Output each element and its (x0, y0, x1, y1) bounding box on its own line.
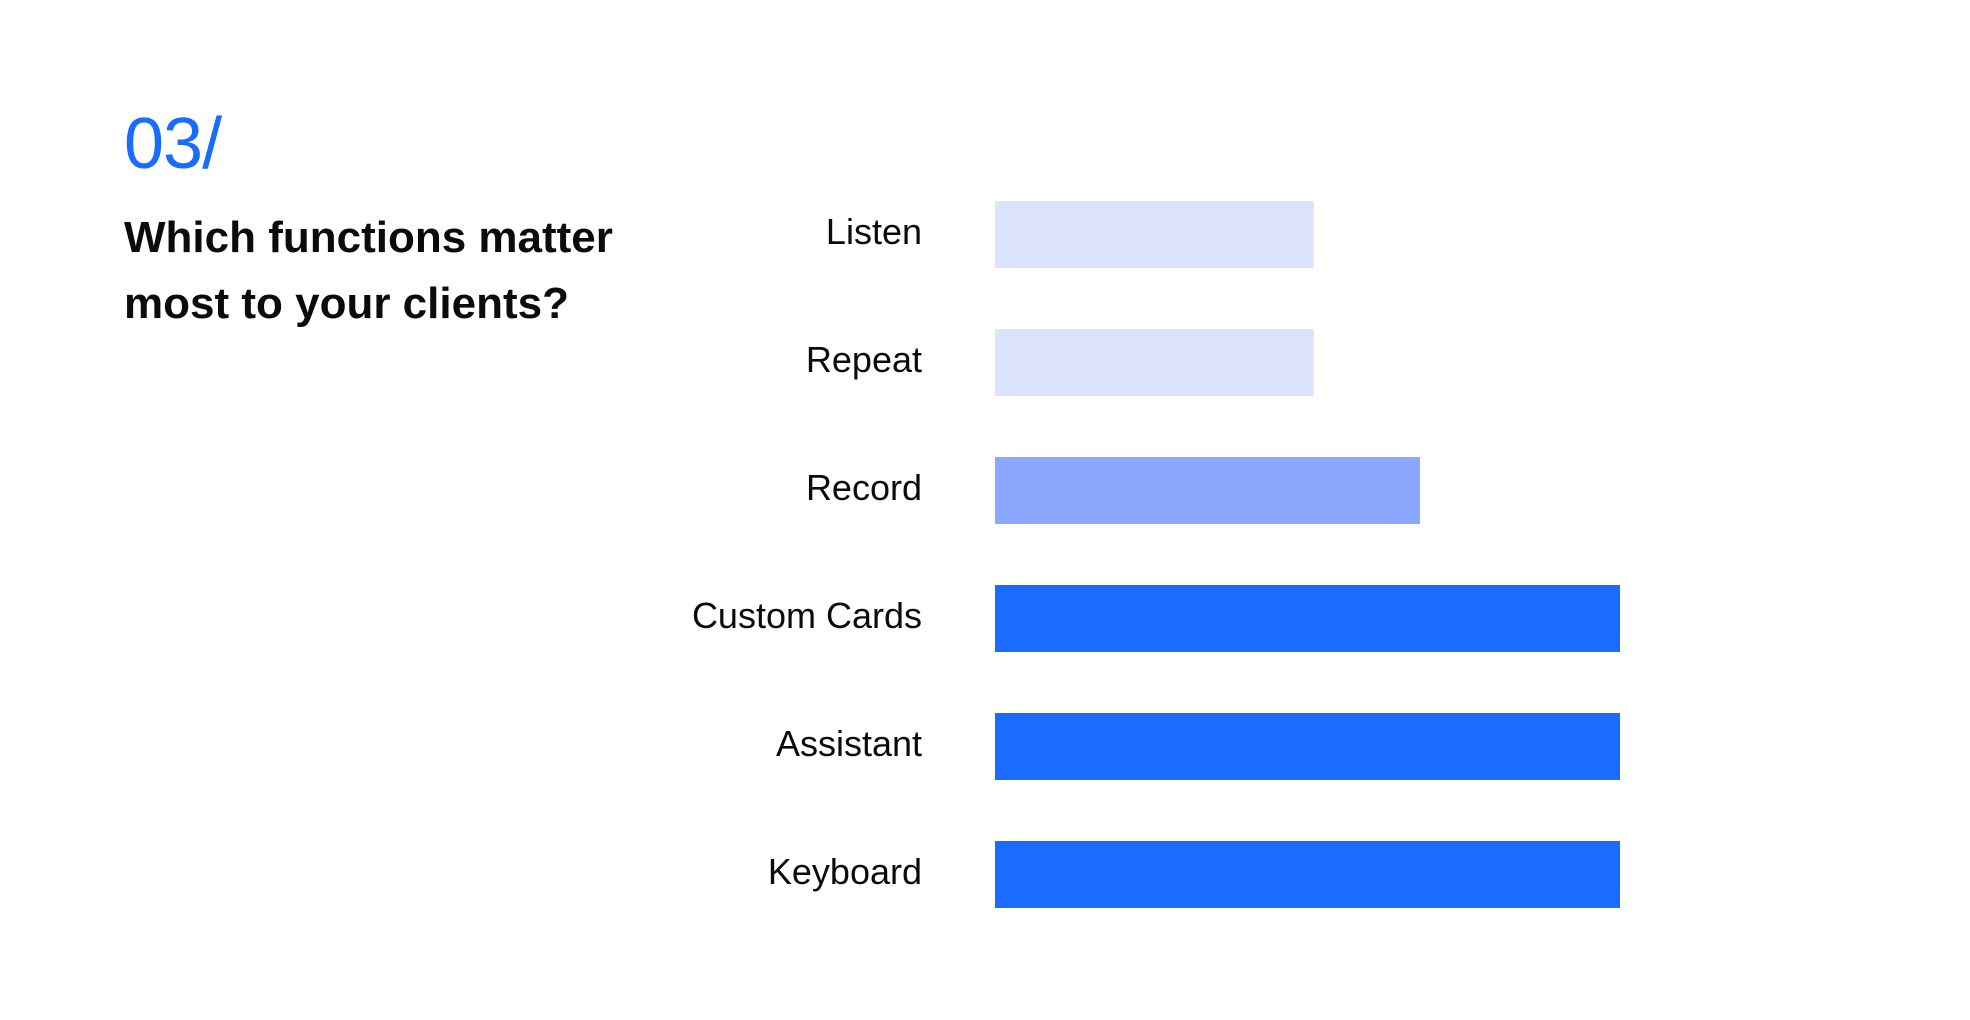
bar-assistant (995, 713, 1620, 780)
bar-label-keyboard: Keyboard (768, 851, 922, 892)
bar-listen (995, 201, 1314, 268)
bar-repeat (995, 329, 1314, 396)
bar-record (995, 457, 1420, 524)
bar-label-listen: Listen (826, 211, 922, 252)
question-title: Which functions matter most to your clie… (124, 213, 613, 328)
bar-keyboard (995, 841, 1620, 908)
bar-label-record: Record (806, 467, 922, 508)
question-number: 03/ (124, 104, 222, 184)
bar-custom-cards (995, 585, 1620, 652)
bar-label-custom-cards: Custom Cards (692, 595, 922, 636)
bar-label-repeat: Repeat (806, 339, 922, 380)
bar-label-assistant: Assistant (776, 723, 922, 764)
